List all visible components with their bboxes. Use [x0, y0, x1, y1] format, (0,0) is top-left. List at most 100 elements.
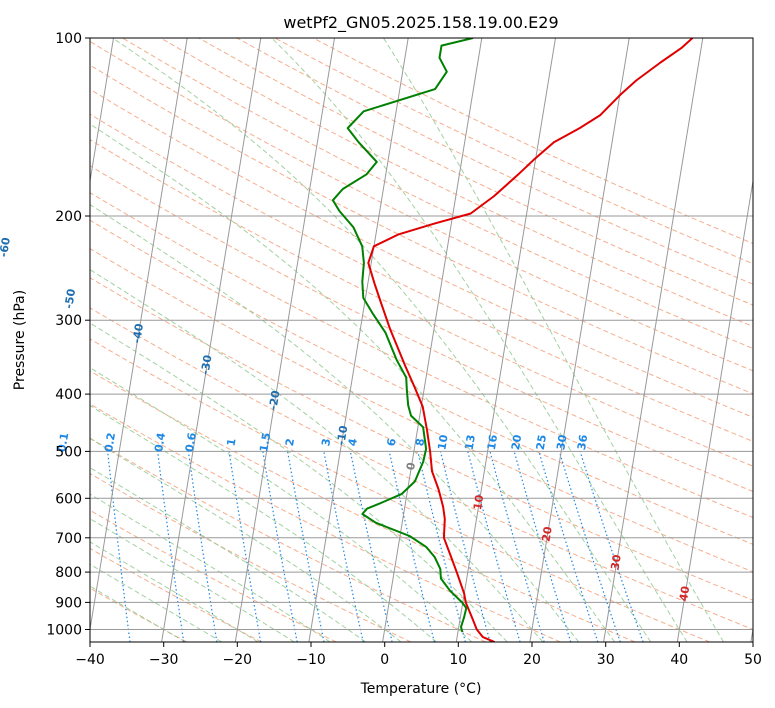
mixing-ratio-line [187, 451, 218, 642]
mixing-ratio-label: 4 [346, 437, 360, 447]
plot-frame [89, 37, 754, 643]
y-tick-label: 900 [55, 595, 82, 611]
mixing-ratio-line [323, 451, 364, 642]
isotherm-label: -50 [62, 288, 78, 310]
mixing-ratio-label: 20 [509, 433, 524, 451]
moist-adiabat [90, 563, 223, 642]
isotherm-label: -10 [334, 424, 350, 446]
mixing-ratio-line [388, 451, 435, 642]
axes: −40 −30 −20 −10 0 10 20 30 40 5010020030040050060… [46, 31, 762, 668]
y-tick-label: 1000 [46, 623, 82, 639]
x-tick-label: −30 [149, 652, 179, 668]
mixing-ratio-label: 2 [283, 437, 297, 447]
dry-adiabat [90, 509, 337, 642]
mixing-ratio-line [467, 451, 521, 642]
y-tick-label: 600 [55, 491, 82, 507]
mixing-ratio-line [157, 451, 185, 642]
isotherm-line [750, 626, 753, 642]
y-tick-label: 300 [55, 313, 82, 329]
mixing-ratio-line [489, 451, 545, 642]
dry-adiabat [90, 40, 753, 372]
chart-title: wetPf2_GN05.2025.158.19.00.E29 [283, 13, 558, 33]
mixing-ratio-label: 30 [554, 433, 569, 451]
mixing-ratio-label: 0.6 [183, 431, 199, 453]
dry-adiabat [122, 38, 753, 350]
x-tick-label: 30 [597, 652, 615, 668]
isotherm-label: 40 [677, 585, 692, 603]
mixing-ratio-label: 6 [385, 437, 399, 447]
mixing-ratio-line [228, 451, 262, 642]
x-axis-label: Temperature (°C) [360, 681, 482, 697]
mixing-ratio-label: 0.4 [152, 431, 168, 453]
mixing-ratio-label: 1.5 [257, 432, 273, 453]
mixing-ratio-label: 1 [225, 437, 239, 447]
line-labels: -100-90-80-70-60-50-40-30-20-10010203040… [0, 236, 692, 603]
isotherm-label: 30 [609, 553, 624, 571]
dry-adiabat [90, 277, 753, 601]
y-tick-label: 800 [55, 565, 82, 581]
y-axis-label: Pressure (hPa) [12, 290, 28, 390]
mixing-ratio-label: 0.2 [102, 432, 118, 453]
moist-adiabat [383, 38, 724, 642]
x-tick-label: 50 [744, 652, 762, 668]
x-tick-label: −40 [75, 652, 105, 668]
dry-adiabat [90, 88, 753, 418]
y-tick-label: 100 [55, 31, 82, 47]
dry-adiabat [90, 370, 636, 642]
x-tick-label: 20 [523, 652, 541, 668]
dry-adiabat [90, 338, 710, 642]
moist-adiabat [90, 541, 259, 642]
moist-adiabat [90, 467, 366, 642]
mixing-ratio-line [513, 451, 572, 642]
mixing-ratio-label: 13 [463, 434, 478, 451]
mixing-ratio-line [417, 451, 466, 642]
isotherm-line [603, 38, 704, 642]
isotherm-line [161, 38, 262, 642]
dry-adiabat [90, 113, 753, 442]
isotherm-label: -60 [0, 236, 13, 258]
mixing-ratio-line [538, 451, 599, 642]
mixing-ratio-label: 10 [435, 433, 450, 451]
mixing-ratio-label: 16 [485, 433, 500, 451]
isotherm-line [90, 38, 188, 633]
dry-adiabat [90, 192, 753, 519]
isotherm-line [90, 38, 114, 185]
mixing-ratio-label: 8 [413, 437, 427, 447]
dry-adiabat [90, 165, 753, 493]
moist-adiabat [112, 38, 652, 642]
moist-adiabat [271, 38, 688, 642]
x-tick-label: 0 [380, 652, 389, 668]
isotherm-line [382, 38, 483, 642]
mixing-ratio-label: 25 [534, 434, 549, 451]
y-tick-label: 500 [55, 444, 82, 460]
x-tick-label: 10 [449, 652, 467, 668]
isotherm-label: -30 [199, 354, 215, 376]
dry-adiabat [90, 64, 753, 395]
moist-adiabat [90, 404, 437, 642]
isotherm-line [455, 38, 556, 642]
y-tick-label: 400 [55, 387, 82, 403]
isotherm-label: 10 [471, 493, 486, 511]
mixing-ratio-label: 0.1 [55, 432, 71, 453]
y-tick-label: 200 [55, 209, 82, 225]
isotherm-line [308, 38, 409, 642]
dry-adiabat [90, 437, 486, 642]
temperature-line [367, 38, 694, 642]
isotherm-label: -20 [266, 389, 282, 411]
isotherm-label: 0 [404, 461, 418, 471]
dry-adiabat [90, 403, 561, 642]
y-tick-label: 700 [55, 531, 82, 547]
moist-adiabat [90, 585, 186, 642]
dewpoint-line [331, 38, 474, 633]
isotherm-line [234, 38, 335, 642]
isotherm-label: 20 [540, 525, 555, 543]
dry-adiabat [90, 547, 262, 642]
mixing-ratio-label: 36 [575, 433, 590, 451]
x-tick-label: −10 [296, 652, 326, 668]
mixing-ratio-line [558, 451, 621, 642]
isotherm-line [529, 38, 630, 642]
dry-adiabat [90, 219, 753, 545]
isotherm-line [676, 177, 753, 642]
mixing-ratio-line [579, 451, 644, 642]
